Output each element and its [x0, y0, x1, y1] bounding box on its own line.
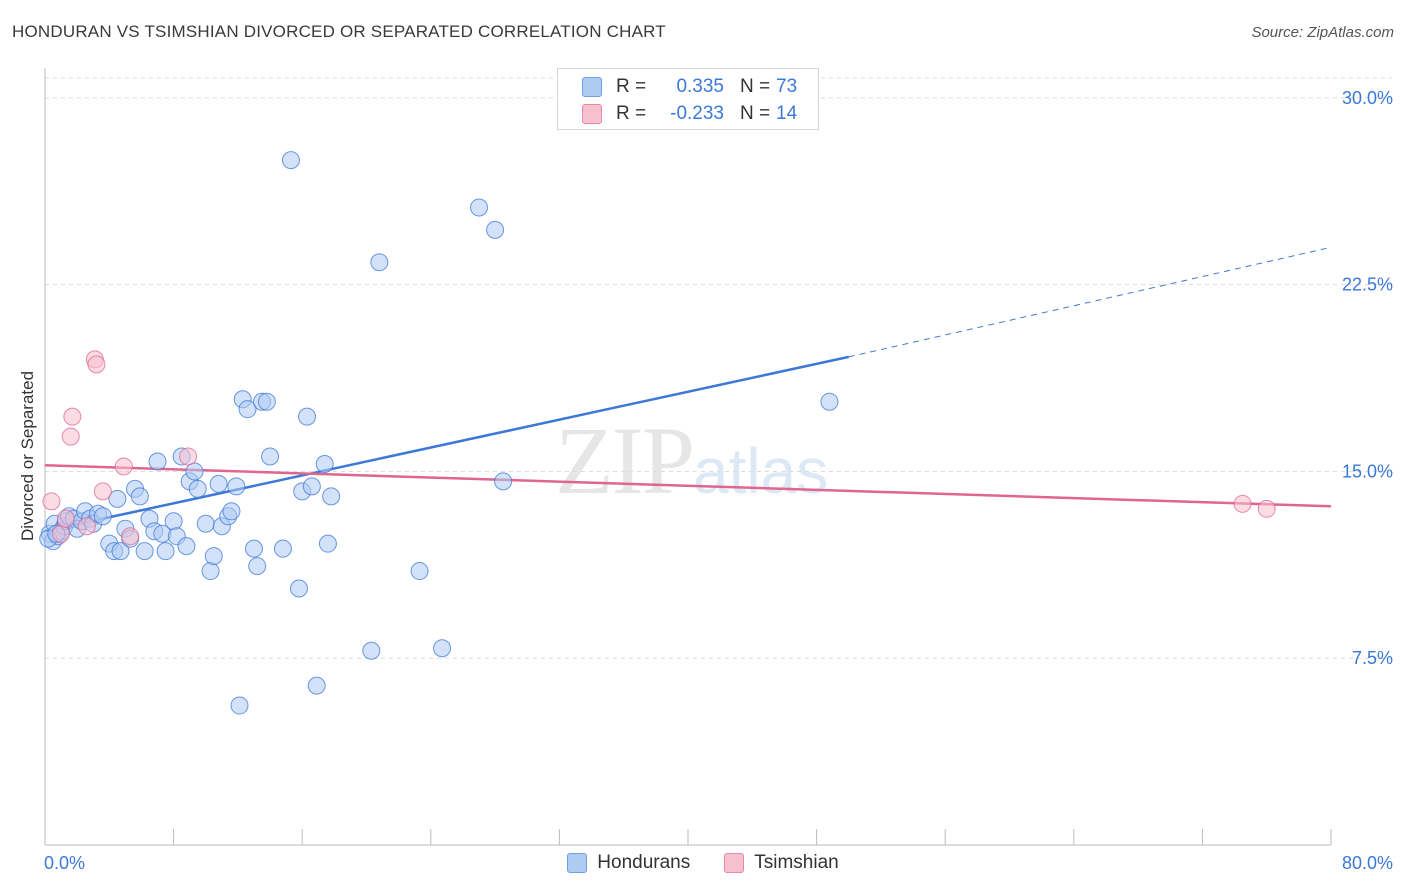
- data-point-tsimshian: [93, 482, 112, 501]
- series-legend-hondurans: Hondurans: [567, 852, 690, 874]
- data-point-hondurans: [281, 151, 300, 170]
- data-point-hondurans: [486, 220, 505, 239]
- data-point-hondurans: [201, 562, 220, 581]
- series-legend-tsimshian: Tsimshian: [724, 852, 839, 874]
- data-point-hondurans: [261, 447, 280, 466]
- data-point-tsimshian: [179, 447, 198, 466]
- data-point-hondurans: [227, 477, 246, 496]
- data-point-tsimshian: [56, 509, 75, 528]
- data-point-hondurans: [322, 487, 341, 506]
- data-point-hondurans: [470, 198, 489, 217]
- correlation-legend: R = 0.335 N = 73 R = -0.233 N = 14: [557, 68, 819, 130]
- data-point-hondurans: [298, 407, 317, 426]
- data-point-hondurans: [244, 539, 263, 558]
- data-point-hondurans: [230, 696, 249, 715]
- data-point-tsimshian: [63, 407, 82, 426]
- data-point-hondurans: [273, 539, 292, 558]
- data-point-hondurans: [177, 537, 196, 556]
- series-swatch-tsimshian: [724, 853, 745, 873]
- legend-n-label: N =: [740, 103, 771, 124]
- data-point-hondurans: [238, 400, 257, 419]
- legend-swatch-hondurans: [582, 77, 602, 97]
- data-point-hondurans: [222, 502, 241, 521]
- legend-swatch-tsimshian: [582, 104, 602, 124]
- trend-line-hondurans-extension: [848, 246, 1332, 358]
- data-point-hondurans: [315, 454, 334, 473]
- data-point-hondurans: [93, 507, 112, 526]
- trend-line-hondurans: [44, 355, 850, 533]
- grid-layer: [45, 77, 1392, 659]
- trend-line-tsimshian: [44, 463, 1332, 508]
- data-point-tsimshian: [1233, 494, 1252, 513]
- data-point-hondurans: [209, 474, 228, 493]
- legend-n-label: N =: [740, 76, 771, 97]
- legend-n-value: 14: [776, 103, 798, 124]
- axis-layer: [44, 68, 1332, 846]
- legend-r-value: 0.335: [676, 76, 724, 97]
- y-axis-label: Divorced or Separated: [18, 371, 37, 541]
- legend-n-value: 73: [776, 76, 798, 97]
- y-tick-label: 7.5%: [1352, 648, 1393, 668]
- data-point-hondurans: [370, 253, 389, 272]
- data-point-hondurans: [410, 562, 429, 581]
- data-point-hondurans: [302, 477, 321, 496]
- point-layer: [39, 151, 1276, 715]
- legend-r-value: -0.233: [670, 103, 724, 124]
- y-tick-label: 30.0%: [1342, 88, 1393, 108]
- data-point-tsimshian: [114, 457, 133, 476]
- trend-layer: [44, 246, 1332, 533]
- series-label-tsimshian: Tsimshian: [754, 852, 839, 873]
- series-swatch-hondurans: [567, 853, 588, 873]
- data-point-tsimshian: [121, 527, 140, 546]
- watermark-zip: ZIP: [555, 407, 695, 514]
- data-point-hondurans: [135, 542, 154, 561]
- data-point-tsimshian: [52, 524, 71, 543]
- data-point-hondurans: [164, 512, 183, 531]
- data-point-hondurans: [148, 452, 167, 471]
- legend-r-label: R =: [616, 103, 647, 124]
- data-point-hondurans: [108, 489, 127, 508]
- data-point-hondurans: [204, 547, 223, 566]
- x-tick-label: 80.0%: [1342, 853, 1393, 873]
- series-legend: Hondurans Tsimshian: [0, 852, 1406, 874]
- data-point-hondurans: [248, 557, 267, 576]
- data-point-tsimshian: [77, 517, 96, 536]
- series-label-hondurans: Hondurans: [597, 852, 691, 873]
- data-point-hondurans: [289, 579, 308, 598]
- data-point-hondurans: [188, 479, 207, 498]
- legend-r-label: R =: [616, 76, 647, 97]
- data-point-tsimshian: [87, 355, 106, 374]
- data-point-tsimshian: [61, 427, 80, 446]
- data-point-hondurans: [820, 392, 839, 411]
- legend-row-tsimshian: R = -0.233 N = 14: [582, 102, 797, 126]
- data-point-hondurans: [257, 392, 276, 411]
- source-label: Source: ZipAtlas.com: [1251, 24, 1394, 41]
- data-point-hondurans: [130, 487, 149, 506]
- data-point-hondurans: [196, 514, 215, 533]
- data-point-hondurans: [494, 472, 513, 491]
- data-point-hondurans: [185, 462, 204, 481]
- data-point-hondurans: [111, 542, 130, 561]
- data-point-hondurans: [362, 641, 381, 660]
- data-point-hondurans: [307, 676, 326, 695]
- y-tick-label: 22.5%: [1342, 275, 1393, 295]
- x-tick-label: 0.0%: [44, 853, 85, 873]
- data-point-tsimshian: [1257, 499, 1276, 518]
- data-point-hondurans: [156, 542, 175, 561]
- legend-row-hondurans: R = 0.335 N = 73: [582, 75, 797, 99]
- chart-title: HONDURAN VS TSIMSHIAN DIVORCED OR SEPARA…: [12, 22, 666, 41]
- y-tick-label: 15.0%: [1342, 461, 1393, 481]
- data-point-tsimshian: [42, 492, 61, 511]
- data-point-hondurans: [433, 639, 452, 658]
- data-point-hondurans: [318, 534, 337, 553]
- label-layer: 7.5% 15.0% 22.5% 30.0% 0.0% 80.0% Divorced or …: [18, 88, 1393, 873]
